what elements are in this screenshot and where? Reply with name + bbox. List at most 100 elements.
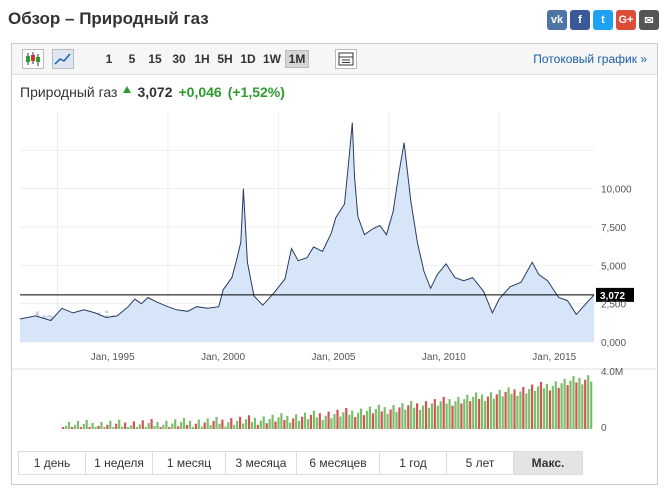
interval-15[interactable]: 15 (148, 52, 162, 66)
chart-widget: 1 5 15 30 1H 5H 1D 1W 1M Потоковый график » Прир… (11, 43, 658, 485)
volume-bar-25 (135, 427, 138, 429)
volume-bar-70 (268, 419, 271, 429)
range-button-4[interactable]: 6 месяцев (297, 452, 380, 474)
volume-bar-164 (545, 383, 548, 429)
price-chart[interactable]: Investing.com3,0720,0002,5005,0007,50010… (12, 44, 657, 444)
twitter-icon[interactable]: t (593, 10, 613, 30)
area-chart-button[interactable] (52, 49, 74, 69)
volume-bar-44 (191, 427, 194, 429)
stream-chart-link[interactable]: Потоковый график » (533, 52, 647, 66)
volume-bar-151 (507, 387, 510, 429)
volume-bar-171 (566, 385, 569, 429)
volume-bar-22 (126, 427, 130, 429)
interval-1M[interactable]: 1M (285, 50, 309, 68)
volume-bar-36 (168, 427, 171, 429)
volume-bar-162 (539, 381, 543, 429)
interval-1D[interactable]: 1D (240, 52, 256, 66)
volume-bar-10 (91, 422, 94, 429)
volume-bar-13 (100, 421, 103, 429)
volume-bar-102 (362, 415, 366, 429)
interval-1W[interactable]: 1W (263, 52, 281, 66)
volume-bar-177 (584, 379, 587, 429)
mail-icon[interactable]: ✉ (639, 10, 659, 30)
volume-bar-137 (466, 394, 469, 429)
range-button-2[interactable]: 1 месяц (153, 452, 226, 474)
interval-5[interactable]: 5 (128, 52, 136, 66)
volume-bar-175 (578, 377, 581, 429)
volume-bar-116 (404, 409, 407, 429)
volume-bar-19 (118, 419, 121, 429)
volume-bar-85 (312, 410, 315, 429)
volume-bar-34 (162, 424, 165, 429)
volume-bar-84 (309, 415, 312, 429)
volume-bar-94 (339, 416, 342, 429)
volume-bar-4 (73, 425, 76, 429)
volume-bar-118 (410, 401, 413, 429)
volume-bar-60 (239, 416, 242, 429)
volume-bar-96 (345, 408, 348, 429)
volume-bar-91 (330, 418, 333, 429)
volume-bar-24 (132, 421, 135, 429)
volume-bar-128 (439, 401, 442, 429)
range-button-6[interactable]: 5 лет (447, 452, 514, 474)
volume-bar-135 (460, 403, 463, 429)
volume-bar-138 (469, 401, 472, 429)
last-price: 3,072 (137, 84, 173, 100)
page-header: Обзор – Природный газ vk f t G+ ✉ (0, 0, 667, 40)
volume-bar-152 (510, 393, 513, 429)
volume-bar-69 (265, 423, 268, 429)
range-button-0[interactable]: 1 день (19, 452, 86, 474)
facebook-icon[interactable]: f (570, 10, 590, 30)
price-change: +0,046 (178, 84, 222, 100)
interval-1[interactable]: 1 (105, 52, 113, 66)
interval-30[interactable]: 30 (172, 52, 186, 66)
volume-bar-147 (495, 394, 498, 429)
time-range-selector: 1 день 1 неделя 1 месяц 3 месяца 6 месяцев 1 … (18, 451, 583, 475)
volume-bar-67 (259, 420, 262, 429)
volume-bar-133 (454, 401, 457, 429)
quote-line: Природный газ 3,072 +0,046 (+1,52%) (20, 84, 285, 100)
interval-1H[interactable]: 1H (194, 52, 210, 66)
volume-bar-78 (292, 418, 295, 429)
volume-bar-93 (336, 409, 339, 429)
volume-bar-112 (392, 405, 395, 429)
chart-table-button[interactable] (335, 49, 357, 69)
volume-bar-146 (492, 398, 495, 429)
candlestick-chart-button[interactable] (22, 49, 44, 69)
volume-bar-2 (67, 422, 71, 429)
range-button-7[interactable]: Макс. (514, 452, 582, 474)
volume-bar-159 (531, 384, 534, 429)
vk-icon[interactable]: vk (547, 10, 567, 30)
price-change-percent: (+1,52%) (227, 84, 285, 100)
volume-bar-51 (212, 421, 215, 429)
volume-bar-29 (147, 423, 150, 429)
volume-bar-5 (76, 421, 79, 429)
volume-bar-95 (342, 412, 345, 429)
volume-bar-8 (85, 419, 88, 429)
volume-bar-114 (398, 407, 401, 429)
volume-bar-92 (333, 414, 336, 429)
volume-bar-178 (587, 375, 590, 429)
volume-bar-81 (301, 416, 304, 429)
volume-bar-160 (534, 391, 537, 429)
current-value-label: 3,072 (600, 291, 625, 302)
volume-bar-11 (94, 427, 97, 429)
volume-bar-49 (206, 418, 209, 429)
interval-5H[interactable]: 5H (217, 52, 233, 66)
volume-bar-33 (159, 427, 162, 429)
google-plus-icon[interactable]: G+ (616, 10, 636, 30)
candlestick-icon (26, 52, 40, 66)
volume-bar-172 (569, 380, 572, 429)
volume-bar-31 (153, 426, 156, 429)
social-share-bar: vk f t G+ ✉ (547, 10, 659, 30)
volume-bar-64 (250, 422, 253, 429)
range-button-1[interactable]: 1 неделя (86, 452, 153, 474)
chart-toolbar: 1 5 15 30 1H 5H 1D 1W 1M Потоковый график » (12, 44, 657, 75)
volume-bar-40 (180, 422, 183, 429)
x-tick-label-4: Jan, 2015 (532, 352, 576, 363)
range-button-3[interactable]: 3 месяца (226, 452, 297, 474)
volume-tick-zero: 0 (601, 423, 607, 434)
volume-bar-148 (498, 389, 501, 429)
range-button-5[interactable]: 1 год (380, 452, 447, 474)
volume-bar-46 (197, 419, 200, 429)
